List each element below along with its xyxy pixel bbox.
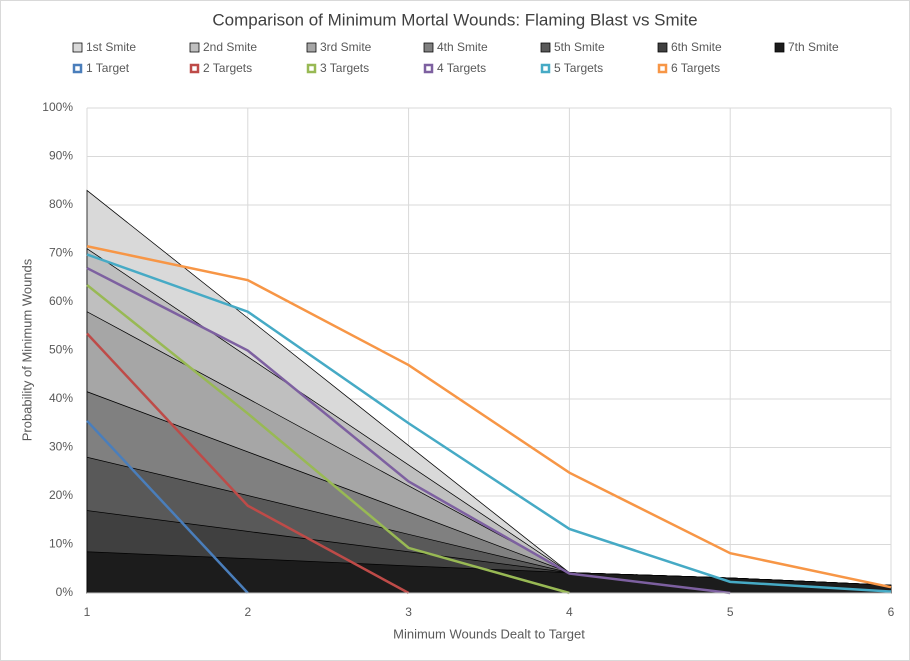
- legend-item: 1 Target: [72, 61, 130, 75]
- legend-swatch: [306, 63, 317, 74]
- legend-swatch: [189, 42, 200, 53]
- y-tick-label: 30%: [49, 440, 73, 454]
- x-axis-title: Minimum Wounds Dealt to Target: [393, 626, 585, 641]
- legend-item: 5th Smite: [540, 40, 605, 54]
- legend-swatch: [657, 63, 668, 74]
- legend-swatch: [72, 63, 83, 74]
- legend-swatch: [423, 63, 434, 74]
- y-tick-label: 100%: [42, 100, 73, 114]
- legend-label: 1 Target: [86, 61, 130, 75]
- line: [86, 419, 249, 594]
- legend-label: 3rd Smite: [320, 40, 372, 54]
- legend-item: 3rd Smite: [306, 40, 372, 54]
- legend-item: 4th Smite: [423, 40, 488, 54]
- legend-swatch: [423, 42, 434, 53]
- legend-label: 5th Smite: [554, 40, 605, 54]
- x-tick-label: 1: [84, 605, 91, 619]
- x-tick-label: 3: [405, 605, 412, 619]
- legend-swatch: [72, 42, 83, 53]
- line: [86, 266, 731, 595]
- chart-title: Comparison of Minimum Mortal Wounds: Fla…: [212, 10, 697, 29]
- y-tick-label: 10%: [49, 537, 73, 551]
- legend-label: 1st Smite: [86, 40, 136, 54]
- legend-item: 6 Targets: [657, 61, 720, 75]
- line: [86, 332, 410, 595]
- y-tick-label: 20%: [49, 488, 73, 502]
- legend-item: 6th Smite: [657, 40, 722, 54]
- legend-item: 2 Targets: [189, 61, 252, 75]
- legend-label: 4th Smite: [437, 40, 488, 54]
- legend-label: 6th Smite: [671, 40, 722, 54]
- line: [86, 284, 570, 595]
- line: [86, 245, 892, 589]
- legend-label: 3 Targets: [320, 61, 369, 75]
- y-tick-label: 80%: [49, 197, 73, 211]
- legend-label: 4 Targets: [437, 61, 486, 75]
- y-tick-label: 60%: [49, 294, 73, 308]
- legend-swatch: [657, 42, 668, 53]
- line: [86, 253, 892, 593]
- legend-swatch: [306, 42, 317, 53]
- legend-swatch: [774, 42, 785, 53]
- x-tick-label: 2: [244, 605, 251, 619]
- legend-swatch: [540, 63, 551, 74]
- legend-swatch: [189, 63, 200, 74]
- x-tick-label: 6: [888, 605, 895, 619]
- legend-label: 5 Targets: [554, 61, 603, 75]
- y-tick-label: 50%: [49, 343, 73, 357]
- legend-item: 2nd Smite: [189, 40, 257, 54]
- y-tick-label: 70%: [49, 246, 73, 260]
- y-tick-label: 90%: [49, 149, 73, 163]
- legend-item: 3 Targets: [306, 61, 369, 75]
- x-tick-label: 5: [727, 605, 734, 619]
- legend-label: 6 Targets: [671, 61, 720, 75]
- legend-label: 2nd Smite: [203, 40, 257, 54]
- y-axis-title: Probability of Minimum Wounds: [19, 258, 34, 441]
- legend-item: 5 Targets: [540, 61, 603, 75]
- legend-label: 7th Smite: [788, 40, 839, 54]
- legend-item: 1st Smite: [72, 40, 136, 54]
- legend-label: 2 Targets: [203, 61, 252, 75]
- x-tick-label: 4: [566, 605, 573, 619]
- legend-swatch: [540, 42, 551, 53]
- legend-item: 4 Targets: [423, 61, 486, 75]
- y-tick-label: 0%: [56, 585, 74, 599]
- y-tick-label: 40%: [49, 391, 73, 405]
- legend-item: 7th Smite: [774, 40, 839, 54]
